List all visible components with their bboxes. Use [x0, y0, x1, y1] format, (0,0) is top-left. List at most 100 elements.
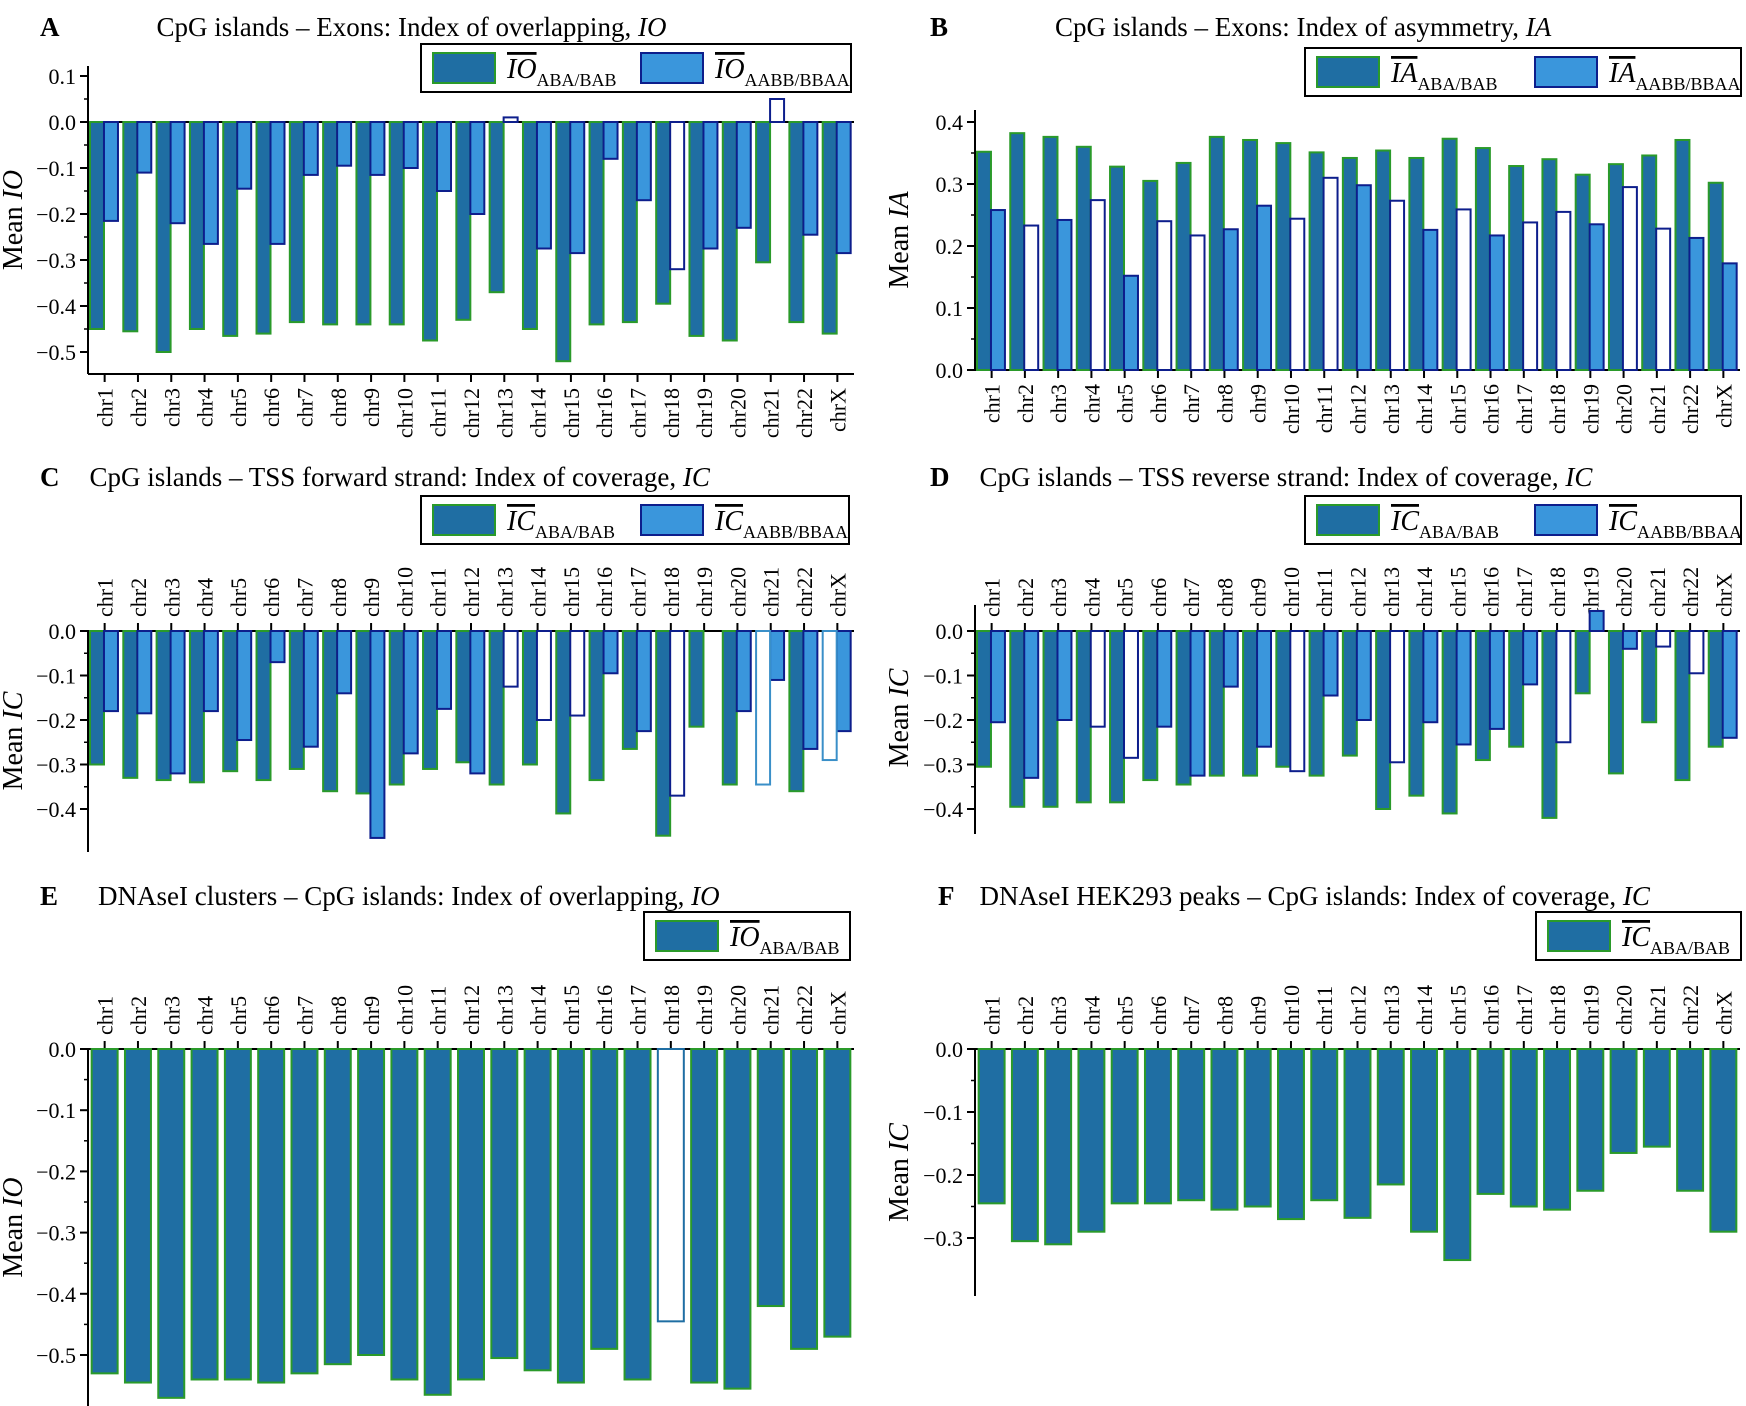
chart-title: D CpG islands – TSS reverse strand: Index… [930, 462, 1593, 492]
x-tick-label: chr17 [1512, 384, 1537, 434]
bar-a-aba-bab-chr1 [88, 121, 105, 330]
x-tick-label: chr20 [725, 985, 750, 1035]
bar-a-aabb-bbaa-chrX [835, 121, 852, 255]
bar-a-aba-bab-chr10 [388, 121, 405, 326]
bar-d-aabb-bbaa-chr11 [1322, 630, 1339, 697]
bar-b-aba-bab-chr9 [1242, 138, 1259, 371]
bar-d-aabb-bbaa-chr8 [1222, 630, 1239, 688]
legend: ICABA/BAB ICAABB/BBAA [420, 495, 850, 545]
bar-e-aba-bab-chr12 [457, 1048, 485, 1381]
bar-e-aba-bab-chr2 [123, 1048, 152, 1384]
legend-label: ICABA/BAB [1621, 922, 1730, 958]
y-axis-label-italic: IO [0, 1177, 29, 1208]
x-tick-label: chr17 [626, 388, 651, 438]
bar-e-aba-bab-chr14 [523, 1048, 552, 1372]
bar-b-aabb-bbaa-chr6 [1156, 220, 1173, 371]
bar-e-aba-bab-chr3 [157, 1048, 186, 1399]
bar-a-aabb-bbaa-chr17 [635, 121, 652, 202]
bar-a-aba-bab-chrX [821, 121, 838, 335]
bar-f-aba-bab-chr7 [1177, 1048, 1206, 1202]
legend-swatch-aba-bab [1547, 920, 1611, 952]
bar-c-aabb-bbaa-chr17 [635, 630, 652, 733]
x-tick-label: chr22 [792, 567, 817, 617]
x-tick-label: chr11 [426, 568, 451, 617]
bar-b-aba-bab-chr21 [1641, 154, 1658, 371]
x-tick-label: chr11 [426, 986, 451, 1035]
bar-b-aba-bab-chr22 [1674, 138, 1691, 371]
bar-a-aba-bab-chr17 [621, 121, 638, 324]
x-tick-label: chr15 [559, 388, 584, 438]
x-tick-label: chr21 [1645, 985, 1670, 1035]
bar-d-aba-bab-chr22 [1674, 630, 1691, 782]
x-tick-label: chr7 [1179, 578, 1204, 617]
x-tick-label: chr9 [1246, 384, 1271, 423]
title-text: DNAseI HEK293 peaks – CpG islands: Index… [980, 881, 1623, 911]
legend-subscript: ABA/BAB [760, 938, 840, 958]
x-tick-label: chr13 [492, 567, 517, 617]
x-tick-label: chr21 [759, 388, 784, 438]
bar-c-aabb-bbaa-chr1 [102, 630, 119, 713]
bar-d-aabb-bbaa-chr12 [1355, 630, 1372, 721]
legend: ICABA/BAB [1535, 911, 1742, 961]
x-tick-label: chr13 [1379, 384, 1404, 434]
legend-symbol: IO [729, 922, 760, 953]
bar-c-aba-bab-chr17 [621, 630, 638, 750]
y-axis-label-text: Mean [884, 218, 915, 289]
chart-panel-c: C CpG islands – TSS forward strand: Index… [0, 462, 854, 852]
x-tick-label: chr1 [980, 384, 1005, 423]
x-tick-label: chr9 [359, 996, 384, 1035]
bar-d-aabb-bbaa-chr16 [1488, 630, 1505, 730]
y-tick-label: −0.3 [923, 1226, 963, 1251]
y-tick-label: 0.0 [936, 1037, 964, 1062]
legend-swatch-aba-bab [1316, 504, 1380, 536]
x-tick-label: chr17 [626, 567, 651, 617]
x-tick-label: chr5 [226, 578, 251, 617]
y-axis-label-italic: IA [884, 191, 915, 219]
bar-d-aba-bab-chr8 [1208, 630, 1225, 777]
x-tick-label: chr19 [692, 388, 717, 438]
x-tick-label: chr20 [1612, 567, 1637, 617]
x-tick-label: chr8 [1212, 996, 1237, 1035]
bar-b-aba-bab-chr1 [975, 150, 992, 371]
bar-c-aabb-bbaa-chr12 [469, 630, 486, 775]
bar-c-aabb-bbaa-chr20 [735, 630, 752, 713]
x-tick-label: chr5 [226, 996, 251, 1035]
bar-b-aba-bab-chr3 [1042, 135, 1059, 371]
bar-a-aba-bab-chr21 [755, 121, 772, 264]
x-tick-label: chr22 [792, 388, 817, 438]
y-axis-label: Mean IC [884, 1123, 915, 1222]
x-tick-label: chr3 [159, 578, 184, 617]
y-tick-label: −0.4 [36, 1282, 76, 1307]
x-tick-label: chr12 [1346, 985, 1371, 1035]
bar-c-aba-bab-chr9 [355, 630, 372, 795]
x-tick-label: chr16 [1479, 985, 1504, 1035]
bar-e-aba-bab-chr8 [323, 1048, 352, 1366]
x-tick-label: chr21 [759, 567, 784, 617]
legend-swatch-aba-bab [655, 920, 719, 952]
bar-b-aabb-bbaa-chr4 [1089, 199, 1106, 371]
x-tick-label: chrX [825, 991, 850, 1035]
bar-c-aba-bab-chr6 [255, 630, 272, 782]
legend-swatch-aba-bab [432, 52, 496, 84]
x-tick-label: chr22 [792, 985, 817, 1035]
bar-c-aabb-bbaa-chr2 [136, 630, 153, 715]
bar-d-aba-bab-chr2 [1009, 630, 1026, 808]
bar-d-aabb-bbaa-chr3 [1056, 630, 1073, 721]
y-axis-label-text: Mean [884, 697, 915, 768]
x-tick-label: chr18 [1545, 384, 1570, 434]
bar-d-aba-bab-chr12 [1341, 630, 1358, 757]
bar-d-aabb-bbaa-chr14 [1422, 630, 1439, 724]
bar-c-aba-bab-chrX [821, 630, 838, 762]
bar-c-aba-bab-chr18 [655, 630, 672, 837]
bar-f-aba-bab-chr17 [1509, 1048, 1538, 1208]
bar-b-aabb-bbaa-chr8 [1222, 228, 1239, 371]
x-tick-label: chr16 [592, 388, 617, 438]
bar-f-aba-bab-chr11 [1310, 1048, 1339, 1202]
y-tick-label: −0.1 [36, 156, 76, 181]
bar-d-aabb-bbaa-chr15 [1455, 630, 1472, 746]
bar-e-aba-bab-chr6 [257, 1048, 286, 1384]
bar-a-aabb-bbaa-chr12 [469, 121, 486, 215]
bar-b-aba-bab-chr6 [1142, 179, 1159, 371]
x-tick-label: chr21 [1645, 384, 1670, 434]
